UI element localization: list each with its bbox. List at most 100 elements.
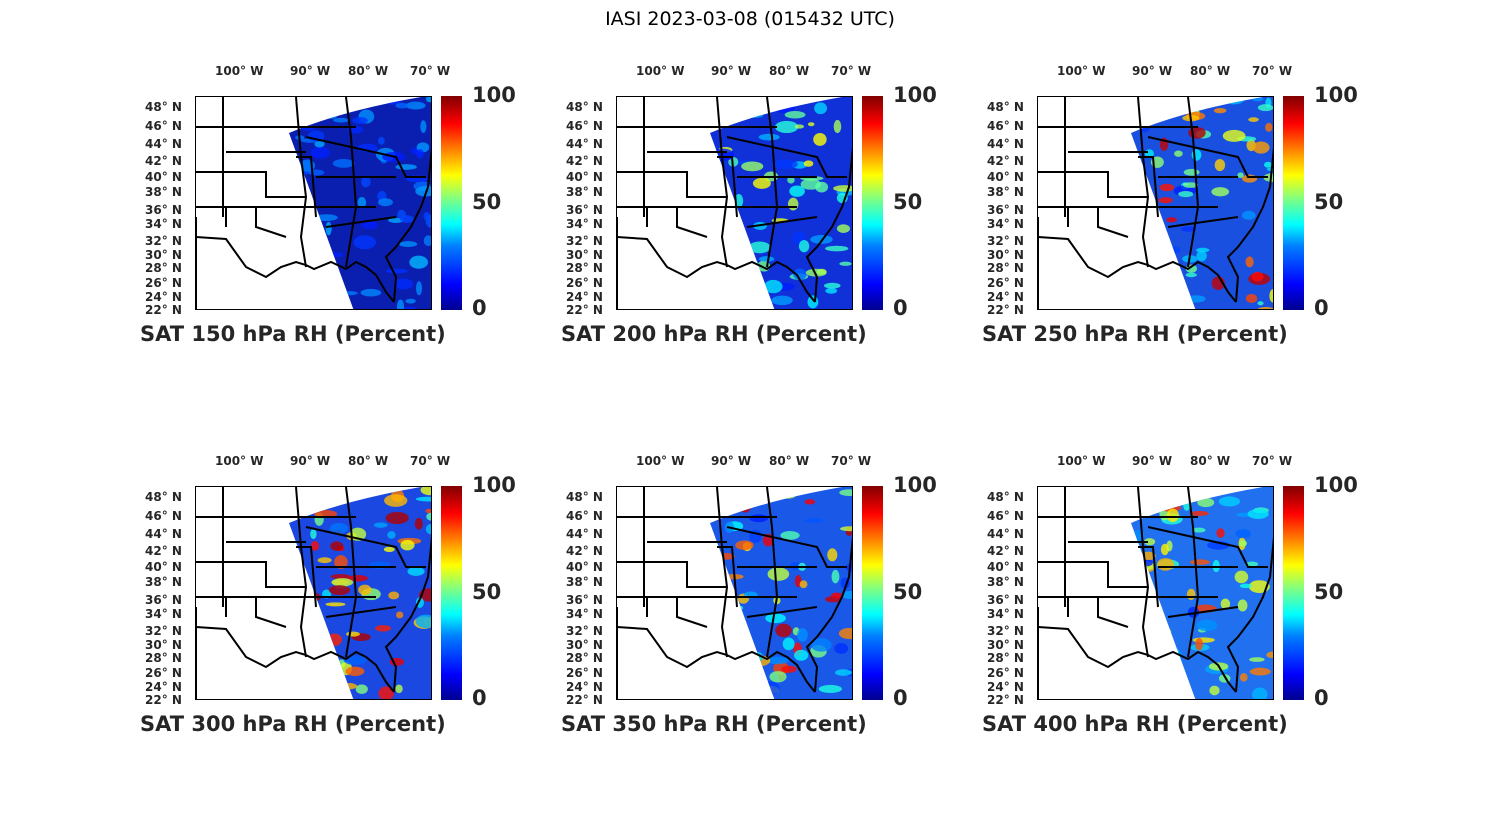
rh-patch	[1239, 583, 1252, 589]
state-boundary	[617, 561, 727, 588]
rh-patch	[313, 510, 338, 518]
state-boundary	[384, 536, 431, 693]
latitude-label: 44° N	[987, 137, 1024, 151]
rh-patch	[780, 531, 800, 540]
rh-patch	[1139, 590, 1147, 596]
rh-patch	[766, 656, 789, 665]
rh-patch	[733, 97, 758, 100]
state-boundary	[746, 216, 818, 228]
latitude-label: 44° N	[566, 137, 603, 151]
rh-patch	[813, 133, 827, 146]
latitude-label: 22° N	[987, 303, 1024, 317]
rh-patch	[347, 575, 368, 582]
latitude-label: 22° N	[566, 303, 603, 317]
longitude-label: 70° W	[1252, 454, 1293, 468]
rh-patch	[329, 522, 349, 534]
state-boundary	[1226, 536, 1273, 693]
rh-patch	[731, 491, 741, 505]
rh-patch	[1166, 217, 1177, 223]
latitude-label: 42° N	[987, 154, 1024, 168]
state-boundary	[296, 546, 317, 608]
rh-patch	[394, 278, 414, 290]
rh-patch	[1185, 272, 1197, 278]
longitude-label: 70° W	[1252, 64, 1293, 78]
rh-patch	[814, 102, 828, 115]
rh-patch	[383, 546, 395, 552]
latitude-label: 40° N	[566, 560, 603, 574]
rh-patch	[1197, 497, 1215, 508]
longitude-label: 80° W	[348, 64, 389, 78]
rh-patch	[799, 580, 808, 589]
latitude-label: 40° N	[145, 170, 182, 184]
rh-patch	[396, 299, 405, 309]
colorbar-tick-label: 0	[893, 686, 908, 710]
rh-patch	[1171, 284, 1182, 295]
rh-patch	[1163, 489, 1174, 496]
map-canvas	[1038, 487, 1273, 699]
rh-patch	[1209, 685, 1220, 696]
rh-patch	[395, 102, 409, 109]
latitude-label: 26° N	[145, 666, 182, 680]
colorbar-tick-label: 0	[472, 296, 487, 320]
rh-patch	[840, 526, 852, 532]
state-boundary	[726, 526, 847, 568]
rh-patch	[818, 684, 842, 693]
rh-patch	[789, 97, 812, 102]
rh-patch	[388, 217, 404, 223]
rh-patch	[834, 642, 849, 654]
state-boundary	[196, 626, 395, 693]
colorbar-tick-label: 100	[893, 83, 937, 107]
rh-patch	[1157, 499, 1176, 507]
state-boundary	[196, 236, 395, 303]
latitude-label: 30° N	[566, 248, 603, 262]
latitude-label: 34° N	[566, 607, 603, 621]
rh-patch	[333, 117, 349, 123]
rh-patch	[807, 295, 819, 309]
rh-patch	[314, 140, 325, 148]
rh-patch	[739, 499, 752, 513]
rh-patch	[798, 239, 810, 253]
rh-patch	[400, 539, 415, 551]
rh-patch	[787, 197, 799, 211]
rh-patch	[1186, 588, 1196, 601]
rh-patch	[746, 690, 767, 699]
rh-patch	[810, 638, 832, 652]
state-boundary	[1038, 171, 1148, 198]
rh-patch	[355, 684, 368, 695]
latitude-label: 22° N	[145, 693, 182, 707]
latitude-label: 24° N	[566, 680, 603, 694]
state-boundary	[325, 216, 397, 228]
rh-patch	[1166, 508, 1179, 523]
rh-patch	[1266, 167, 1273, 172]
figure-title: IASI 2023-03-08 (015432 UTC)	[605, 8, 895, 30]
rh-patch	[1218, 496, 1241, 507]
rh-patch	[1269, 288, 1273, 303]
rh-patch	[387, 531, 396, 539]
longitude-label: 80° W	[348, 454, 389, 468]
rh-patch	[732, 235, 744, 243]
state-boundary	[1187, 487, 1200, 658]
rh-patch	[423, 211, 431, 221]
rh-patch	[741, 161, 764, 172]
latitude-label: 36° N	[145, 203, 182, 217]
rh-patch	[291, 217, 308, 223]
rh-patch	[1257, 104, 1273, 112]
rh-patch	[340, 291, 358, 296]
rh-patch	[1189, 510, 1209, 516]
rh-patch	[1149, 270, 1173, 276]
rh-patch	[805, 268, 827, 277]
rh-patch	[1149, 293, 1173, 303]
latitude-label: 46° N	[566, 119, 603, 133]
map-canvas	[196, 487, 431, 699]
rh-patch	[779, 487, 798, 499]
rh-patch	[357, 197, 367, 209]
rh-patch	[1139, 669, 1159, 678]
state-boundary	[296, 156, 317, 218]
latitude-label: 44° N	[145, 137, 182, 151]
rh-patch	[1252, 141, 1270, 154]
state-boundary	[617, 626, 816, 693]
rh-patch	[1166, 97, 1178, 110]
rh-patch	[375, 625, 392, 632]
rh-patch	[1158, 197, 1173, 204]
latitude-label: 24° N	[566, 290, 603, 304]
